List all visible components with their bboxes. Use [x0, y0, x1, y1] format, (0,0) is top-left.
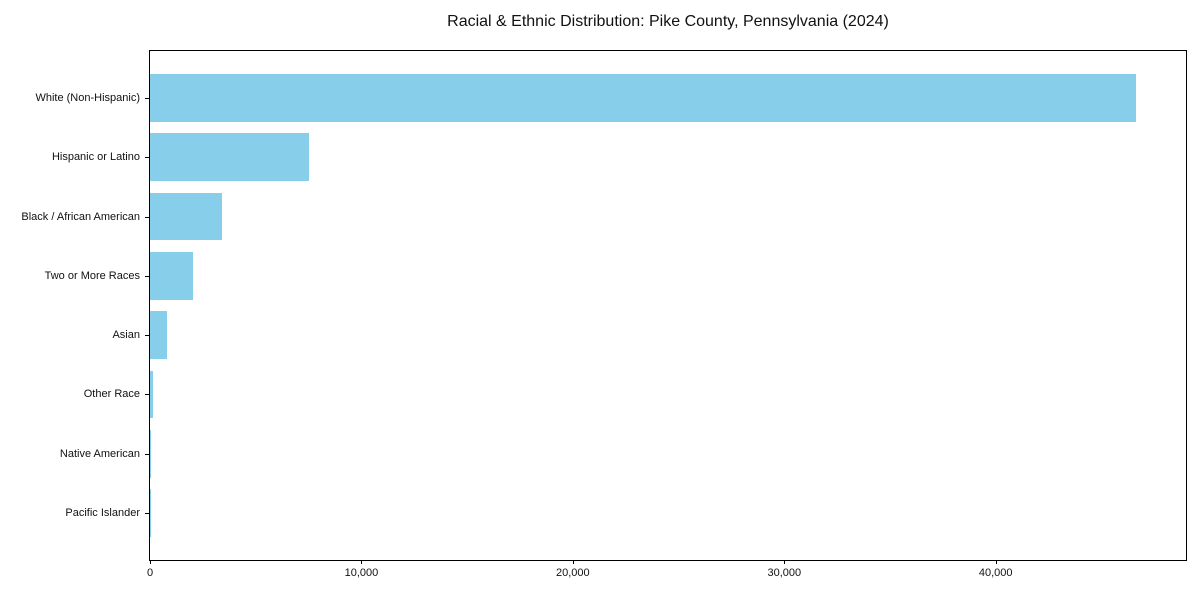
y-tick-mark: [145, 394, 149, 396]
y-tick-mark: [145, 97, 149, 99]
y-tick-label: White (Non-Hispanic): [35, 91, 140, 104]
x-tick-label: 10,000: [344, 567, 379, 579]
x-tick-label: 0: [146, 567, 154, 579]
y-tick-label: Black / African American: [21, 210, 140, 223]
y-tick-label: Other Race: [83, 388, 140, 401]
bar: [150, 430, 151, 478]
x-tick-mark: [572, 560, 574, 564]
bar: [150, 133, 309, 181]
bar: [150, 370, 154, 419]
y-tick-mark: [145, 335, 149, 337]
y-tick-mark: [145, 513, 149, 515]
bar: [150, 311, 167, 359]
x-tick-label: 40,000: [978, 567, 1013, 579]
y-tick-label: Hispanic or Latino: [51, 151, 140, 164]
y-tick-label: Asian: [112, 329, 140, 342]
bar: [150, 252, 193, 300]
x-tick-mark: [361, 560, 363, 564]
y-tick-label: Native American: [59, 447, 140, 460]
bar: [150, 74, 1137, 122]
chart-title: Racial & Ethnic Distribution: Pike Count…: [447, 13, 889, 30]
x-tick-mark: [995, 560, 997, 564]
y-tick-mark: [145, 157, 149, 159]
plot-area: [149, 50, 1187, 561]
y-tick-mark: [145, 275, 149, 277]
x-tick-label: 30,000: [767, 567, 802, 579]
x-tick-label: 20,000: [556, 567, 590, 579]
y-tick-mark: [145, 216, 149, 218]
x-tick-mark: [784, 560, 786, 564]
bar: [150, 192, 222, 241]
y-tick-label: Two or More Races: [44, 269, 140, 282]
y-tick-mark: [145, 453, 149, 455]
x-tick-mark: [150, 560, 151, 564]
y-tick-label: Pacific Islander: [65, 507, 140, 520]
